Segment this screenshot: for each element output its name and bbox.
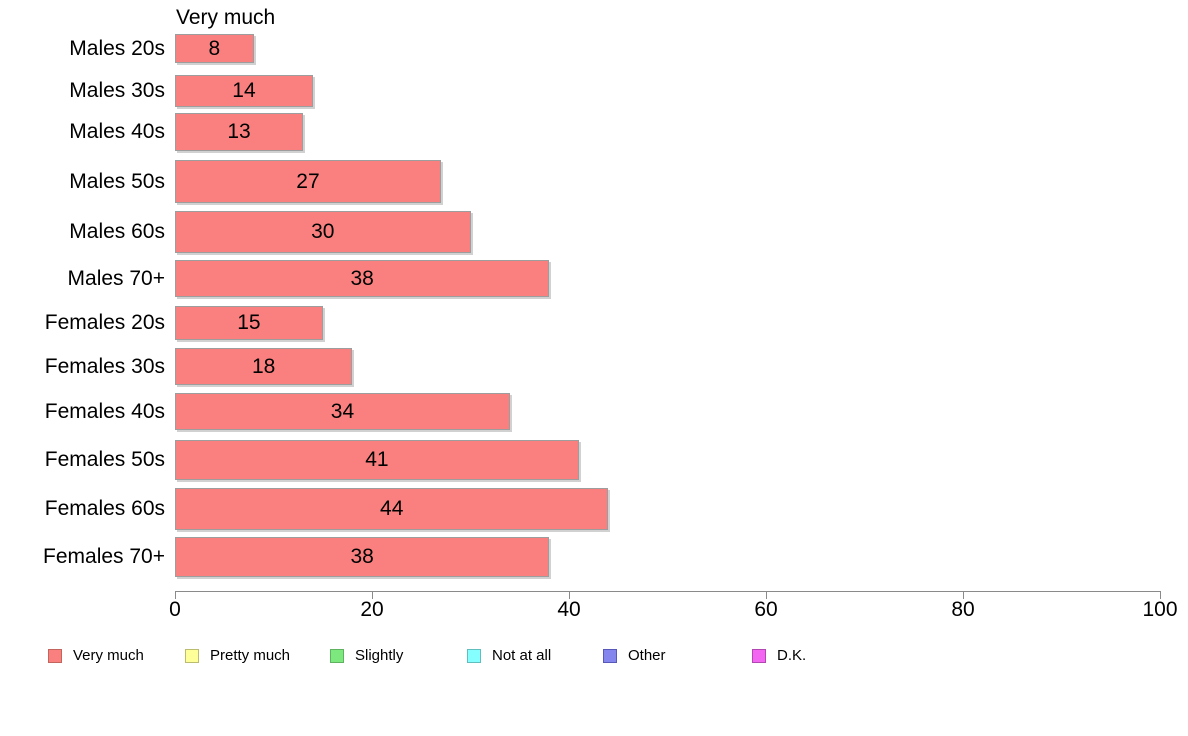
category-label: Males 50s [69,169,165,193]
table-row: Females 60s 44 [0,488,1188,530]
category-label: Females 30s [44,354,165,378]
legend-swatch-icon [330,648,344,663]
x-axis-tick-label: 60 [754,598,778,621]
value-label: 8 [208,36,221,60]
value-label: 30 [311,220,335,243]
bar [175,537,550,577]
bar [175,440,579,480]
x-axis-tick [175,592,176,599]
value-label: 44 [380,497,404,520]
legend-item: Pretty much [185,647,290,664]
legend-label: Slightly [355,647,404,664]
category-label: Males 60s [69,220,165,243]
x-axis-line [175,591,1161,592]
value-label: 14 [232,79,256,102]
x-axis-tick [963,592,964,599]
bar [175,34,254,63]
x-axis-tick-label: 100 [1142,598,1178,621]
legend-item: D.K. [752,647,806,664]
category-label: Females 60s [44,497,165,520]
table-row: Males 20s 8 [0,34,1188,63]
legend-item: Very much [48,647,144,664]
category-label: Males 30s [69,79,165,102]
x-axis-tick-label: 40 [557,598,581,621]
x-axis-tick-label: 0 [169,598,181,621]
table-row: Males 60s 30 [0,211,1188,253]
bar [175,488,609,530]
legend-swatch-icon [603,648,617,663]
category-label: Males 40s [69,120,165,143]
bar [175,211,471,253]
table-row: Males 70+ 38 [0,260,1188,297]
x-axis-tick-label: 80 [951,598,975,621]
category-label: Males 20s [69,36,165,60]
table-row: Females 40s 34 [0,393,1188,430]
legend-swatch-icon [48,648,62,663]
bar [175,348,353,385]
value-label: 41 [365,448,389,471]
table-row: Males 40s 13 [0,113,1188,151]
category-label: Males 70+ [67,266,165,290]
table-row: Females 30s 18 [0,348,1188,385]
table-row: Females 20s 15 [0,306,1188,340]
x-axis-tick [569,592,570,599]
legend-swatch-icon [467,648,481,663]
value-label: 38 [350,545,374,568]
category-label: Females 20s [44,311,165,334]
legend-swatch-icon [752,648,766,663]
table-row: Males 30s 14 [0,75,1188,107]
x-axis-tick [372,592,373,599]
legend-item: Slightly [330,647,403,664]
bar [175,75,313,107]
value-label: 27 [296,169,320,193]
category-label: Females 50s [44,448,165,471]
category-label: Females 70+ [43,545,165,568]
table-row: Females 70+ 38 [0,537,1188,577]
legend-label: Not at all [492,647,552,664]
legend-label: Very much [73,647,144,664]
value-label: 13 [227,120,251,143]
legend-swatch-icon [185,648,199,663]
legend-item: Not at all [467,647,551,664]
legend-label: D.K. [777,647,807,664]
value-label: 18 [251,354,276,378]
table-row: Females 50s 41 [0,440,1188,480]
x-axis-tick [766,592,767,599]
bar [175,306,323,340]
legend-item: Other [603,647,666,664]
legend-label: Other [628,647,666,664]
bar [175,160,441,203]
bar [175,260,550,297]
series-title: Very much [176,6,276,29]
bar [175,393,510,430]
bar [175,113,304,151]
legend-label: Pretty much [210,647,291,664]
x-axis-tick-label: 20 [360,598,384,621]
value-label: 38 [350,266,374,290]
x-axis-tick [1160,592,1161,599]
table-row: Males 50s 27 [0,160,1188,203]
category-label: Females 40s [44,399,165,423]
value-label: 34 [330,399,355,423]
value-label: 15 [237,311,261,334]
